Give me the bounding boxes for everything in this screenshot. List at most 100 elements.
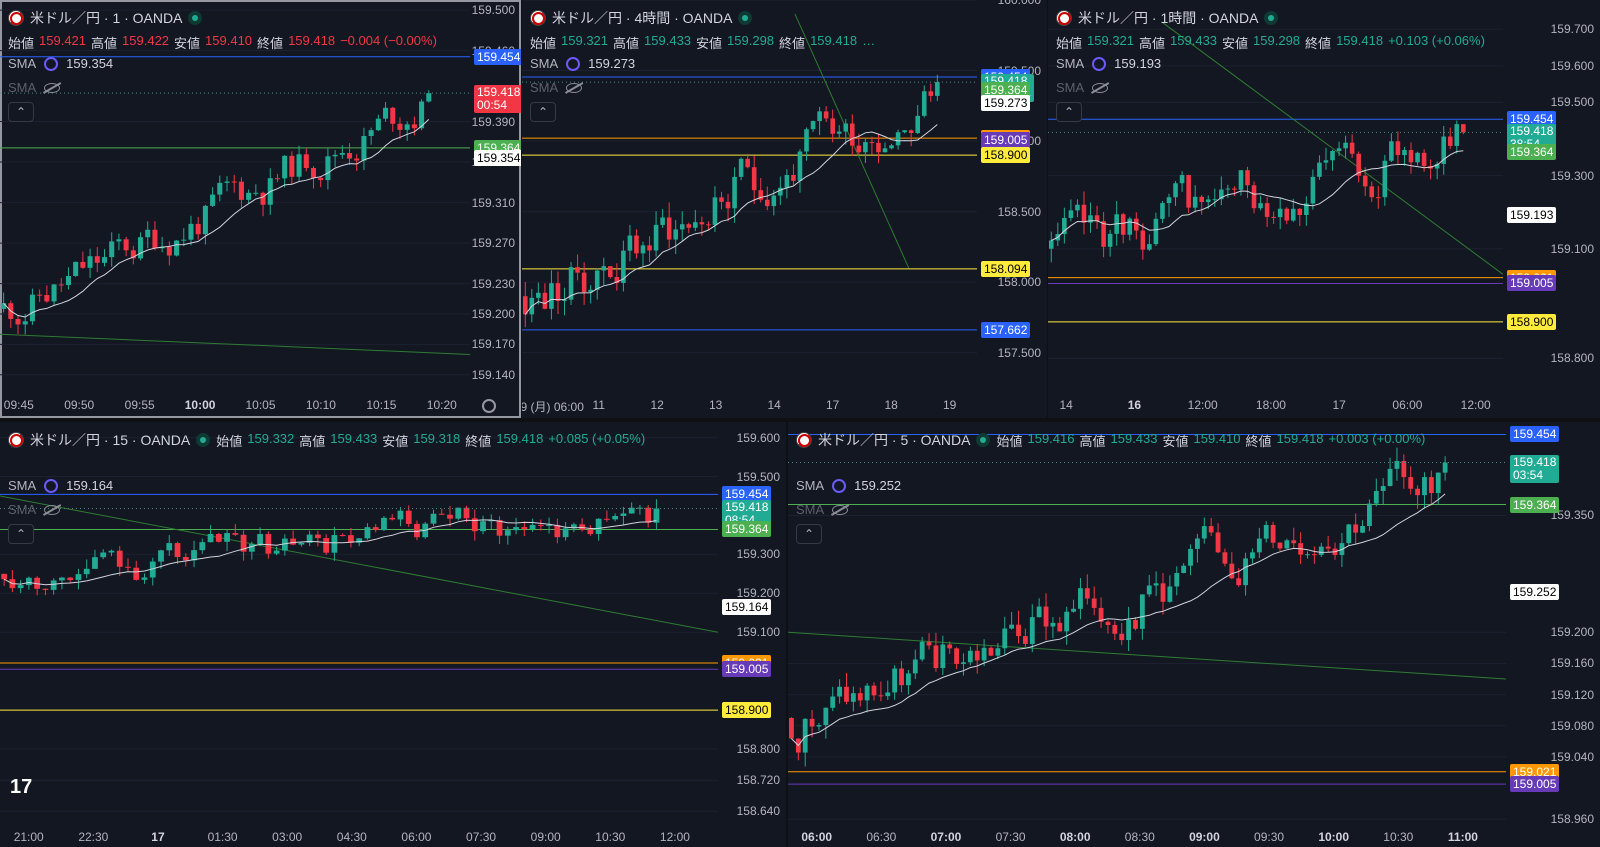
price-tag[interactable]: 159.021 — [1510, 763, 1560, 780]
candle-body[interactable] — [1201, 526, 1207, 539]
candle-body[interactable] — [188, 223, 194, 240]
candle-body[interactable] — [850, 123, 855, 146]
price-tag[interactable]: 158.900 — [981, 147, 1031, 164]
candle-body[interactable] — [22, 321, 28, 325]
candle-body[interactable] — [1284, 540, 1290, 549]
price-tag[interactable]: 159.364 — [1510, 496, 1560, 513]
candle-body[interactable] — [634, 235, 639, 254]
candle-body[interactable] — [138, 237, 144, 259]
price-tag[interactable]: 159.354 — [474, 150, 521, 166]
candle-body[interactable] — [1057, 622, 1063, 632]
candle-body[interactable] — [1016, 624, 1021, 637]
candle-body[interactable] — [1199, 196, 1204, 203]
candle-body[interactable] — [1167, 586, 1173, 602]
hidden-eye-icon[interactable] — [832, 504, 849, 515]
price-axis[interactable]: 160.000159.500159.000158.500158.000157.5… — [977, 0, 1047, 418]
candle-body[interactable] — [1421, 152, 1427, 167]
candle-body[interactable] — [536, 292, 541, 298]
candle-body[interactable] — [673, 229, 678, 240]
candle-body[interactable] — [562, 299, 567, 301]
candle-body[interactable] — [1376, 197, 1381, 199]
candle-body[interactable] — [817, 111, 822, 122]
candle-body[interactable] — [895, 132, 901, 146]
candle-body[interactable] — [555, 283, 561, 301]
candle-body[interactable] — [645, 507, 652, 523]
candle-body[interactable] — [1, 303, 7, 309]
sma-hidden-label[interactable]: SMA — [1056, 80, 1085, 95]
candle-body[interactable] — [1188, 548, 1193, 566]
candle-body[interactable] — [480, 521, 486, 532]
candle-body[interactable] — [513, 527, 519, 531]
price-tag[interactable]: 159.454 — [1510, 426, 1560, 443]
candle-body[interactable] — [1205, 199, 1211, 203]
candle-body[interactable] — [830, 696, 836, 708]
candle-body[interactable] — [1408, 477, 1414, 489]
candle-body[interactable] — [719, 197, 724, 202]
candle-body[interactable] — [1181, 565, 1187, 573]
candle-body[interactable] — [981, 647, 987, 661]
candle-body[interactable] — [1134, 218, 1139, 231]
candle-body[interactable] — [281, 538, 288, 551]
candle-body[interactable] — [1153, 583, 1159, 586]
candle-body[interactable] — [1277, 542, 1283, 549]
candle-body[interactable] — [1126, 619, 1132, 641]
candle-body[interactable] — [80, 261, 86, 268]
candle-body[interactable] — [296, 154, 302, 177]
candle-body[interactable] — [1236, 578, 1242, 586]
candle-body[interactable] — [802, 718, 808, 753]
candle-body[interactable] — [1229, 563, 1235, 579]
sma-settings-icon[interactable] — [44, 56, 59, 71]
candle-body[interactable] — [908, 130, 914, 134]
candle-body[interactable] — [679, 224, 685, 230]
candle-body[interactable] — [522, 296, 528, 315]
candlestick-plot[interactable] — [1048, 0, 1503, 395]
trend-line[interactable] — [0, 333, 470, 355]
candle-body[interactable] — [935, 82, 940, 96]
candle-body[interactable] — [274, 178, 280, 180]
chart-pane-15m[interactable]: 米ドル／円 · 15 · OANDA 始値 159.332 高値 159.433 安値 15… — [0, 422, 786, 847]
candle-body[interactable] — [1367, 503, 1372, 527]
candle-body[interactable] — [869, 142, 875, 144]
candle-body[interactable] — [1075, 204, 1080, 211]
candle-body[interactable] — [133, 567, 140, 580]
candle-body[interactable] — [1147, 244, 1152, 250]
candle-body[interactable] — [174, 240, 180, 256]
candle-body[interactable] — [816, 725, 822, 727]
price-tag[interactable]: 159.005 — [722, 661, 772, 678]
candle-body[interactable] — [1002, 628, 1008, 649]
candle-body[interactable] — [1245, 170, 1250, 186]
candle-body[interactable] — [1071, 608, 1076, 612]
sma-hidden-label[interactable]: SMA — [796, 502, 825, 517]
candle-body[interactable] — [549, 283, 554, 309]
candle-body[interactable] — [108, 550, 115, 553]
symbol-title[interactable]: 米ドル／円 · 1 · OANDA — [30, 10, 183, 26]
candle-body[interactable] — [1029, 617, 1035, 644]
candle-body[interactable] — [375, 118, 381, 131]
candlestick-plot[interactable] — [0, 0, 470, 395]
sma-label[interactable]: SMA — [530, 56, 559, 71]
candle-body[interactable] — [181, 239, 187, 241]
candle-body[interactable] — [306, 534, 313, 543]
candle-body[interactable] — [232, 533, 239, 535]
sma-settings-icon[interactable] — [832, 478, 847, 493]
candle-body[interactable] — [627, 235, 633, 251]
collapse-legend-button[interactable]: ⌃ — [8, 524, 34, 544]
chart-settings-gear-icon[interactable] — [482, 399, 496, 413]
candle-body[interactable] — [797, 151, 803, 181]
candle-body[interactable] — [331, 535, 338, 553]
candle-body[interactable] — [116, 239, 122, 242]
candle-body[interactable] — [1160, 203, 1165, 219]
candle-body[interactable] — [1325, 546, 1331, 549]
price-tag[interactable]: 159.273 — [981, 94, 1031, 111]
price-axis[interactable]: 159.600 159.500 159.300 159.200 159.100 158.8… — [718, 422, 786, 847]
candle-body[interactable] — [899, 668, 904, 686]
candle-body[interactable] — [238, 181, 244, 200]
candle-body[interactable] — [37, 294, 43, 296]
candle-body[interactable] — [1422, 477, 1427, 496]
candle-body[interactable] — [257, 534, 263, 545]
candle-body[interactable] — [361, 136, 367, 161]
candle-body[interactable] — [1380, 486, 1386, 491]
candle-body[interactable] — [166, 246, 172, 256]
candle-body[interactable] — [1043, 606, 1049, 627]
candle-body[interactable] — [830, 118, 835, 134]
